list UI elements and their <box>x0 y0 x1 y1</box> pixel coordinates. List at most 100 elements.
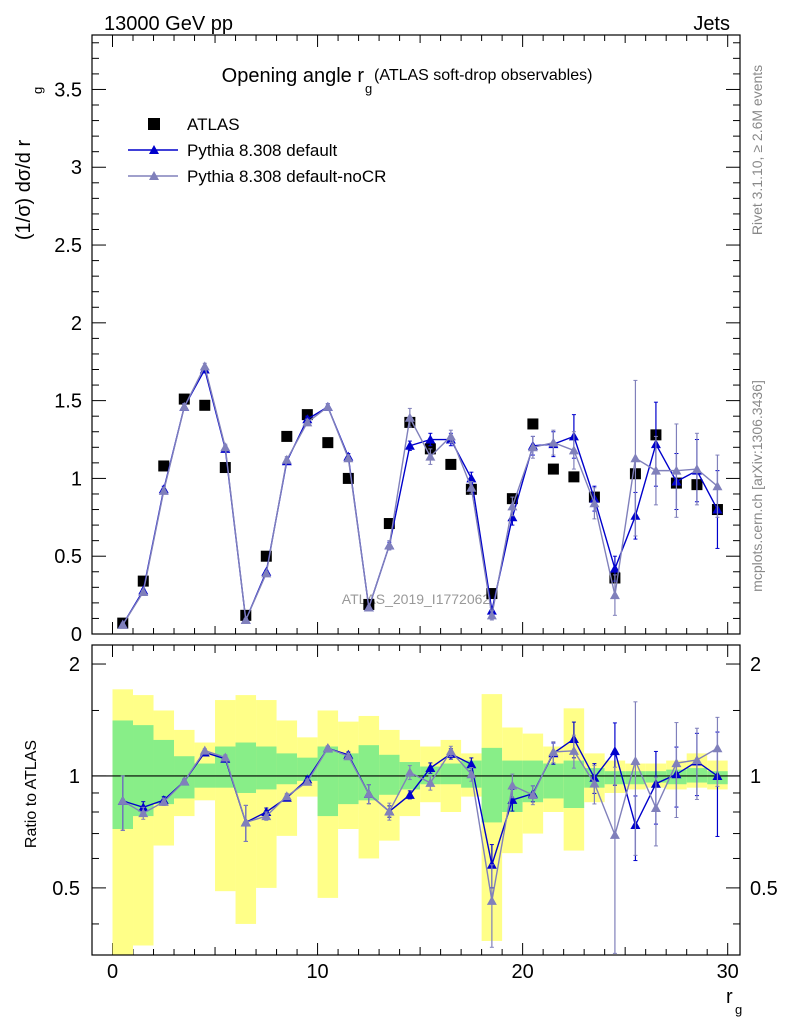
ratio-point <box>630 755 641 765</box>
ratio-point <box>466 769 477 779</box>
inner-band-bin <box>543 763 564 799</box>
series-point <box>671 465 682 475</box>
series-2 <box>117 361 723 629</box>
data-point-atlas <box>342 472 354 484</box>
x-axis-label-sub: g <box>735 1002 742 1017</box>
y-tick-label: 0 <box>71 624 82 646</box>
y-tick-label: 1.5 <box>54 391 82 413</box>
ratio-point <box>363 788 374 798</box>
legend: ATLAS Pythia 8.308 default Pythia 8.308 de… <box>128 115 386 186</box>
ratio-series-2 <box>117 701 723 954</box>
chart-title-sub: g <box>365 81 372 96</box>
ratio-point <box>261 811 272 821</box>
x-tick-label: 0 <box>107 961 118 983</box>
x-axis-label-main: r <box>726 986 733 1008</box>
ratio-point <box>712 743 723 753</box>
ratio-point <box>691 754 702 764</box>
ratio-point <box>527 789 538 799</box>
ratio-y-tick-label-right: 1 <box>750 766 761 788</box>
data-point-atlas <box>137 575 149 587</box>
ratio-point <box>650 802 661 812</box>
series-point <box>527 442 538 452</box>
data-point-atlas <box>178 393 190 405</box>
series-point <box>630 453 641 463</box>
data-point-atlas <box>158 460 170 472</box>
series-point <box>548 437 559 447</box>
uncertainty-bands <box>112 689 728 955</box>
chart-title: Opening angle r g (ATLAS soft-drop obser… <box>222 65 593 96</box>
mcplots-info-label: mcplots.cern.ch [arXiv:1306.3436] <box>749 380 765 592</box>
chart-title-suffix: (ATLAS soft-drop observables) <box>374 67 592 84</box>
ratio-point <box>384 806 395 816</box>
series-point <box>117 619 128 629</box>
series-point <box>220 442 231 452</box>
data-point-atlas <box>219 462 231 474</box>
data-point-atlas <box>445 458 457 470</box>
y-axis-label: (1/σ) dσ/d r g <box>13 87 45 240</box>
category-label: Jets <box>693 13 730 35</box>
series-point <box>261 568 272 578</box>
ratio-line <box>122 747 718 901</box>
series-point <box>589 498 600 508</box>
main-frame <box>91 34 741 635</box>
series-point <box>404 440 415 450</box>
ratio-point <box>548 746 559 756</box>
series-point <box>609 563 620 573</box>
ratio-point <box>507 780 518 790</box>
data-point-atlas <box>260 550 272 562</box>
series-point <box>609 590 620 600</box>
series-point <box>486 610 497 620</box>
inner-band-bin <box>153 739 175 805</box>
ratio-y-tick-label-right: 0.5 <box>750 878 778 900</box>
ratio-point <box>404 789 415 799</box>
ratio-point <box>671 758 682 768</box>
series-point <box>363 602 374 612</box>
outer-band-bin <box>215 700 236 892</box>
series-point <box>650 465 661 475</box>
inner-band-bin <box>563 760 585 809</box>
y-tick-label: 2.5 <box>54 235 82 257</box>
x-tick-label: 20 <box>512 961 534 983</box>
inner-band-bin <box>297 757 318 781</box>
legend-marker <box>149 145 159 154</box>
inner-band-bin <box>338 753 359 805</box>
ratio-point <box>302 776 313 786</box>
series-point <box>712 481 723 491</box>
data-point-atlas <box>383 518 395 530</box>
series-point <box>179 401 190 411</box>
series-point <box>343 453 354 463</box>
series-point <box>425 434 436 444</box>
rivet-info-label: Rivet 3.1.10, ≥ 2.6M events <box>749 65 765 235</box>
ratio-y-tick-label: 0.5 <box>52 878 80 900</box>
inner-band-bin <box>379 754 400 795</box>
y-tick-label: 3.5 <box>54 79 82 101</box>
series-point <box>404 412 415 422</box>
legend-label: Pythia 8.308 default-noCR <box>187 167 386 186</box>
chart-title-main: Opening angle r <box>222 65 365 87</box>
series-point <box>691 464 702 474</box>
y-tick-label: 1 <box>71 468 82 490</box>
series-point <box>445 431 456 441</box>
ratio-point <box>466 759 477 769</box>
ratio-point <box>425 763 436 773</box>
data-point-atlas <box>281 430 293 442</box>
x-ticks: 0 10 20 30 <box>107 35 739 983</box>
ratio-point <box>158 796 169 806</box>
series-point <box>322 401 333 411</box>
legend-marker-atlas <box>148 118 160 130</box>
inner-band-bin <box>133 725 154 817</box>
x-tick-label: 30 <box>717 961 739 983</box>
inner-band-bin <box>440 763 462 785</box>
data-point-atlas <box>527 418 539 430</box>
y-tick-label: 0.5 <box>54 546 82 568</box>
ratio-y-tick-label-right: 2 <box>750 654 761 676</box>
inner-band-bin <box>481 747 503 823</box>
series-point <box>240 614 251 624</box>
inner-band-bin <box>235 742 257 793</box>
series-point <box>281 454 292 464</box>
main-panel: 0 10 20 30 0 0.5 1 1.5 2 2.5 3 3.5 <box>54 34 741 983</box>
ratio-point <box>199 745 210 755</box>
ratio-point <box>281 791 292 801</box>
legend-label: Pythia 8.308 default <box>187 141 338 160</box>
